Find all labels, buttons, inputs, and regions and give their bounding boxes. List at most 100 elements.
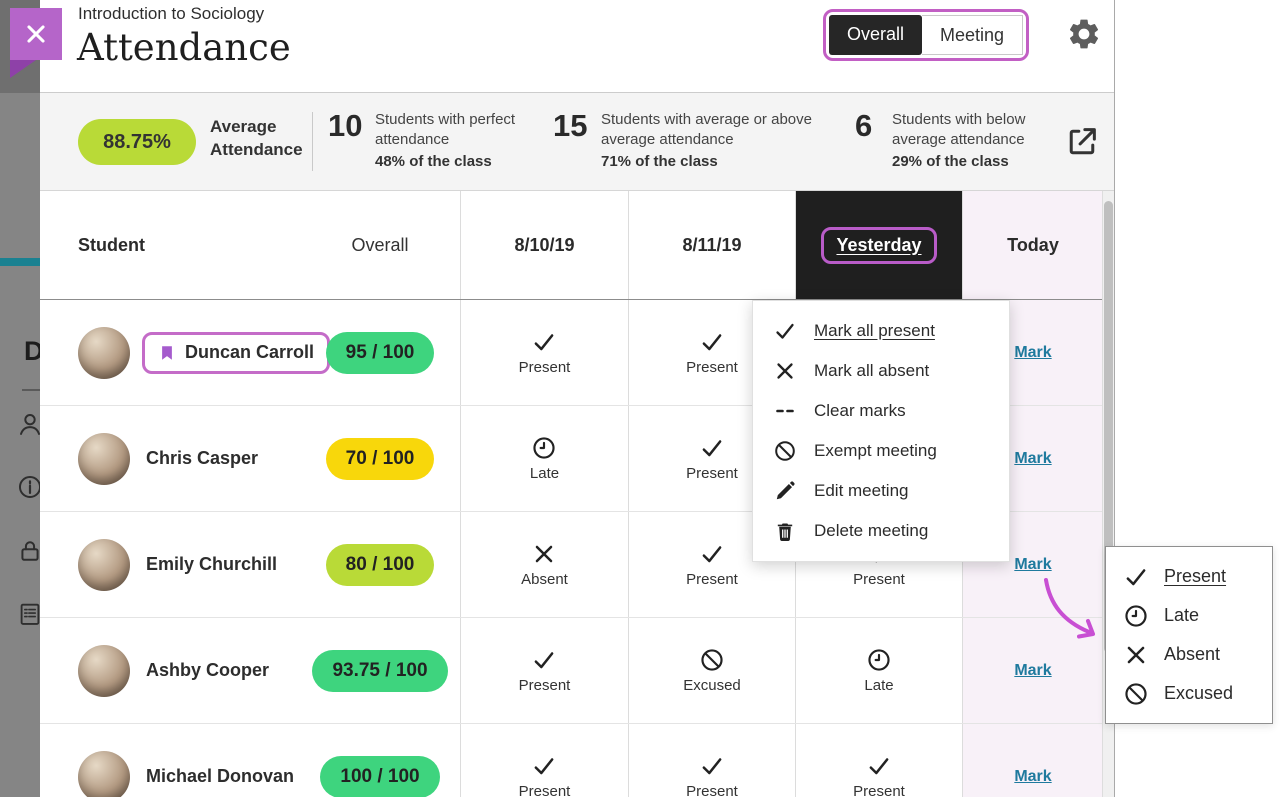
attendance-cell-date-2[interactable]: Excused bbox=[628, 618, 795, 723]
student-name-wrap[interactable]: Ashby Cooper bbox=[146, 660, 269, 681]
column-header-date-1[interactable]: 8/10/19 bbox=[460, 191, 628, 299]
status-label: Present bbox=[853, 783, 905, 797]
attendance-cell-yesterday[interactable]: Present bbox=[795, 724, 962, 797]
menu-item-edit-meeting[interactable]: Edit meeting bbox=[753, 471, 1009, 511]
divider bbox=[312, 112, 313, 171]
stat-desc-below: Students with below average attendance 2… bbox=[892, 110, 1050, 172]
student-name-wrap[interactable]: Emily Churchill bbox=[146, 554, 277, 575]
status-label: Late bbox=[529, 465, 560, 482]
panel-header: Introduction to Sociology Attendance Ove… bbox=[40, 0, 1114, 93]
column-header-overall[interactable]: Overall bbox=[351, 234, 409, 255]
column-header-student[interactable]: Student bbox=[78, 234, 145, 255]
teal-accent-bar bbox=[0, 258, 40, 266]
status-label: Present bbox=[853, 571, 905, 588]
status-icon bbox=[531, 329, 557, 355]
score-pill: 70 / 100 bbox=[325, 437, 435, 480]
table-row: Ashby Cooper 93.75 / 100 Present Excused… bbox=[40, 618, 1103, 724]
attendance-cell-date-1[interactable]: Present bbox=[460, 618, 628, 723]
toggle-overall-button[interactable]: Overall bbox=[829, 15, 923, 55]
menu-item-icon bbox=[1123, 603, 1149, 629]
view-toggle: Overall Meeting bbox=[823, 9, 1030, 61]
average-attendance-pill: 88.75% bbox=[78, 119, 196, 165]
menu-item-excused[interactable]: Excused bbox=[1106, 674, 1272, 713]
close-icon bbox=[23, 21, 49, 47]
stat-desc-perfect: Students with perfect attendance 48% of … bbox=[375, 110, 537, 172]
score-pill: 80 / 100 bbox=[325, 543, 435, 586]
table-row: Michael Donovan 100 / 100 Present Presen… bbox=[40, 724, 1103, 797]
student-cell: Michael Donovan bbox=[40, 724, 300, 797]
menu-item-exempt-meeting[interactable]: Exempt meeting bbox=[753, 431, 1009, 471]
stat-share: 48% of the class bbox=[375, 152, 492, 170]
column-header-yesterday[interactable]: Yesterday bbox=[795, 191, 962, 299]
attendance-panel: Introduction to Sociology Attendance Ove… bbox=[40, 0, 1115, 797]
status-icon bbox=[699, 541, 725, 567]
status-label: Late bbox=[864, 677, 894, 694]
attendance-cell-date-1[interactable]: Present bbox=[460, 724, 628, 797]
menu-item-label: Mark all present bbox=[814, 321, 935, 340]
toggle-meeting-button[interactable]: Meeting bbox=[922, 15, 1024, 55]
menu-item-present[interactable]: Present bbox=[1106, 557, 1272, 596]
attendance-cell-date-2[interactable]: Present bbox=[628, 300, 795, 405]
menu-item-icon bbox=[773, 479, 797, 503]
menu-item-mark-all-present[interactable]: Mark all present bbox=[753, 311, 1009, 351]
student-cell: Ashby Cooper bbox=[40, 618, 300, 723]
background-page-heading: D bbox=[24, 336, 40, 366]
stats-bar: 88.75% Average Attendance 10 Students wi… bbox=[40, 93, 1114, 191]
attendance-cell-date-1[interactable]: Absent bbox=[460, 512, 628, 617]
stat-count-below: 6 bbox=[855, 108, 873, 143]
menu-item-late[interactable]: Late bbox=[1106, 596, 1272, 635]
menu-item-icon bbox=[773, 359, 797, 383]
student-name-wrap[interactable]: Chris Casper bbox=[146, 448, 258, 469]
mark-link[interactable]: Mark bbox=[1014, 343, 1052, 361]
status-label: Present bbox=[518, 359, 571, 376]
overall-score-cell: 93.75 / 100 bbox=[300, 618, 460, 723]
attendance-cell-date-1[interactable]: Present bbox=[460, 300, 628, 405]
overall-score-cell: 70 / 100 bbox=[300, 406, 460, 511]
mark-link[interactable]: Mark bbox=[1014, 767, 1052, 785]
status-label: Present bbox=[518, 677, 571, 694]
column-header-date-2[interactable]: 8/11/19 bbox=[628, 191, 795, 299]
overall-score-cell: 95 / 100 bbox=[300, 300, 460, 405]
stat-count-perfect: 10 bbox=[328, 108, 363, 143]
selected-column-label: Yesterday bbox=[836, 234, 922, 255]
status-label: Excused bbox=[683, 677, 741, 694]
student-name: Chris Casper bbox=[146, 448, 259, 468]
avatar bbox=[78, 644, 130, 697]
close-panel-button[interactable] bbox=[10, 8, 62, 60]
menu-item-icon bbox=[1123, 642, 1149, 668]
mark-link[interactable]: Mark bbox=[1014, 661, 1052, 679]
table-header: Student Overall 8/10/19 8/11/19 Yesterda… bbox=[40, 191, 1103, 300]
person-icon bbox=[16, 410, 40, 438]
scrollbar-thumb[interactable] bbox=[1104, 201, 1113, 653]
student-name: Ashby Cooper bbox=[146, 660, 270, 680]
menu-item-label: Absent bbox=[1164, 644, 1221, 664]
student-name-wrap[interactable]: Michael Donovan bbox=[146, 766, 294, 787]
avatar bbox=[78, 750, 130, 797]
status-label: Present bbox=[518, 783, 571, 797]
average-attendance-label: Average Attendance bbox=[210, 117, 303, 159]
mark-link[interactable]: Mark bbox=[1014, 555, 1052, 573]
stat-description: Students with perfect attendance bbox=[375, 111, 516, 149]
menu-item-absent[interactable]: Absent bbox=[1106, 635, 1272, 674]
mark-link[interactable]: Mark bbox=[1014, 449, 1052, 467]
stat-description: Students with average or above average a… bbox=[601, 111, 812, 149]
attendance-cell-yesterday[interactable]: Late bbox=[795, 618, 962, 723]
menu-item-mark-all-absent[interactable]: Mark all absent bbox=[753, 351, 1009, 391]
menu-item-clear-marks[interactable]: Clear marks bbox=[753, 391, 1009, 431]
student-name-wrap[interactable]: Duncan Carroll bbox=[142, 331, 331, 374]
status-label: Absent bbox=[521, 571, 568, 588]
menu-item-icon bbox=[1123, 564, 1149, 590]
export-icon[interactable] bbox=[1063, 123, 1101, 161]
student-cell: Duncan Carroll bbox=[40, 300, 331, 405]
avatar bbox=[78, 432, 130, 485]
attendance-cell-date-2[interactable]: Present bbox=[628, 406, 795, 511]
attendance-cell-date-1[interactable]: Late bbox=[460, 406, 628, 511]
dimmed-page-strip: D bbox=[0, 0, 40, 797]
attendance-cell-today: Mark bbox=[962, 618, 1103, 723]
column-header-today[interactable]: Today bbox=[962, 191, 1103, 299]
gear-icon[interactable] bbox=[1066, 16, 1102, 52]
attendance-cell-date-2[interactable]: Present bbox=[628, 512, 795, 617]
attendance-cell-date-2[interactable]: Present bbox=[628, 724, 795, 797]
status-icon bbox=[699, 435, 725, 461]
menu-item-delete-meeting[interactable]: Delete meeting bbox=[753, 511, 1009, 551]
